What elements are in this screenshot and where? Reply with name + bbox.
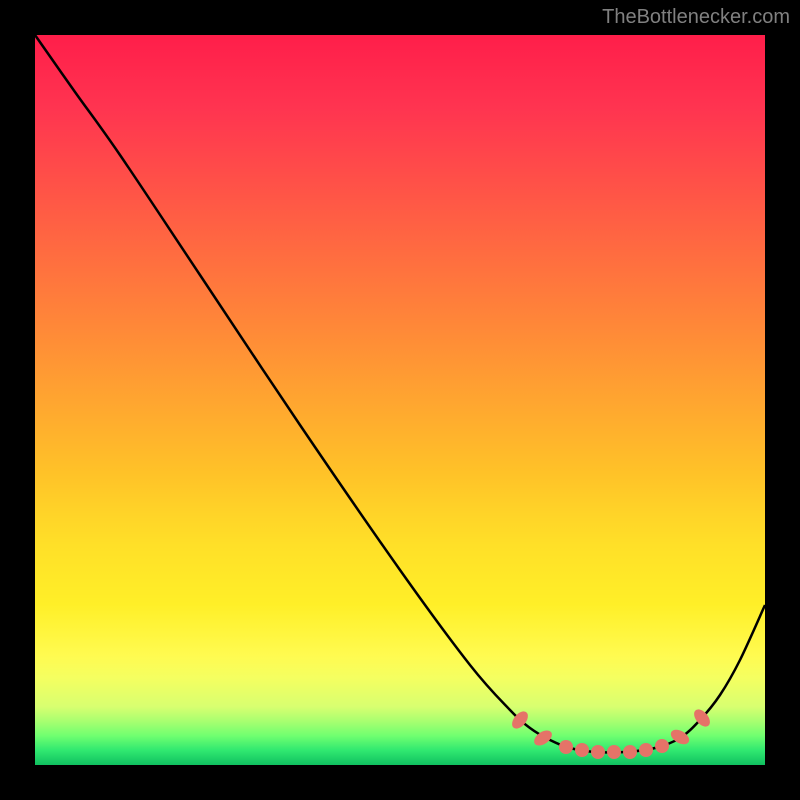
watermark-text: TheBottlenecker.com: [602, 6, 790, 29]
marker-dot: [623, 745, 637, 759]
marker-dot: [559, 740, 573, 754]
marker-dot: [591, 745, 605, 759]
marker-dot: [575, 743, 589, 757]
marker-dot: [639, 743, 653, 757]
bottleneck-chart: [0, 0, 800, 800]
marker-dot: [607, 745, 621, 759]
gradient-background: [35, 35, 765, 765]
chart-container: { "watermark": { "text": "TheBottlenecke…: [0, 0, 800, 800]
marker-dot: [655, 739, 669, 753]
